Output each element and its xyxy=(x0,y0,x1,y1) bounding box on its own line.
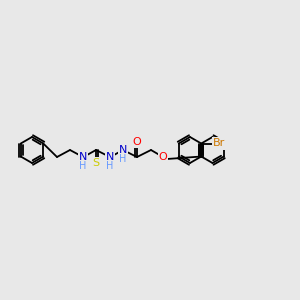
Text: S: S xyxy=(92,158,100,168)
Text: N: N xyxy=(119,145,127,155)
Text: H: H xyxy=(106,161,114,171)
Text: H: H xyxy=(119,154,127,164)
Text: N: N xyxy=(106,152,114,162)
Text: N: N xyxy=(79,152,87,162)
Text: H: H xyxy=(79,161,87,171)
Text: Br: Br xyxy=(213,139,225,148)
Text: O: O xyxy=(159,152,167,162)
Text: O: O xyxy=(133,137,141,147)
